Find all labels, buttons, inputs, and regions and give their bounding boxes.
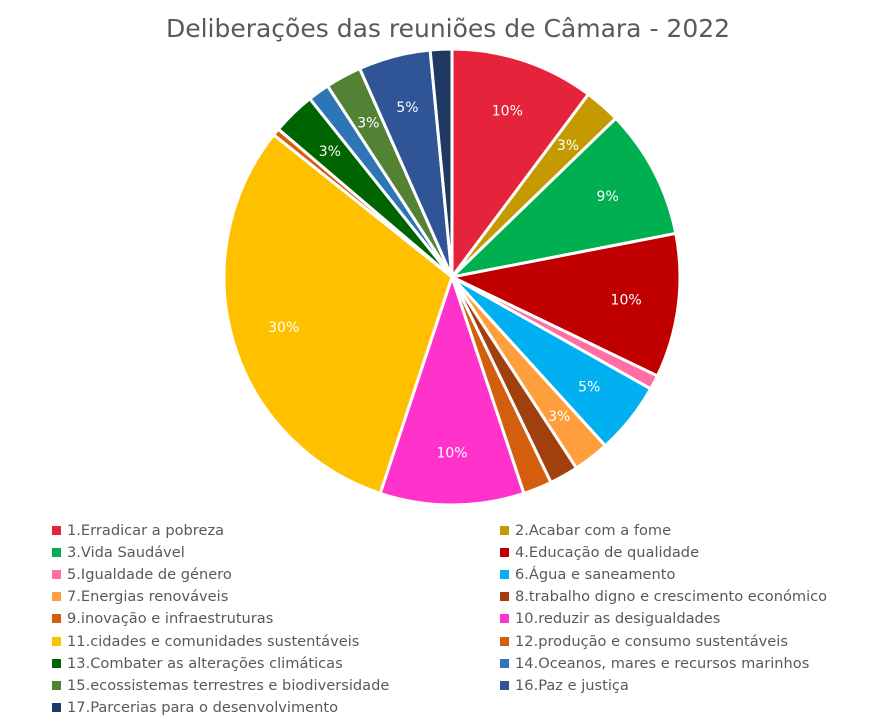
data-label-15: 3% [357, 116, 379, 132]
legend-item-4: 4.Educação de qualidade [500, 541, 872, 563]
legend-item-9: 9.inovação e infraestruturas [52, 608, 500, 630]
legend-label: 11.cidades e comunidades sustentáveis [67, 632, 360, 650]
legend-item-15: 15.ecossistemas terrestres e biodiversid… [52, 674, 500, 696]
data-label-16: 5% [396, 100, 418, 116]
legend-label: 2.Acabar com a fome [515, 521, 672, 539]
chart-title: Deliberações das reuniões de Câmara - 20… [165, 14, 731, 43]
pie-slice-11 [222, 132, 454, 496]
chart-legend: 1.Erradicar a pobreza 2.Acabar com a fome… [52, 519, 872, 719]
legend-swatch [52, 658, 61, 668]
legend-swatch [500, 636, 509, 646]
legend-label: 1.Erradicar a pobreza [67, 521, 225, 539]
legend-label: 6.Água e saneamento [515, 565, 676, 583]
legend-label: 8.trabalho digno e crescimento económico [515, 588, 828, 606]
data-label-6: 5% [578, 379, 600, 395]
legend-item-10: 10.reduzir as desigualdades [500, 608, 872, 630]
legend-swatch [500, 547, 509, 557]
pie-slice-10 [378, 272, 526, 507]
legend-item-17: 17.Parcerias para o desenvolvimento [52, 697, 500, 719]
data-label-3: 9% [597, 189, 619, 205]
legend-item-11: 11.cidades e comunidades sustentáveis [52, 630, 500, 652]
legend-swatch [52, 703, 61, 713]
legend-swatch [52, 592, 61, 602]
legend-label: 5.Igualdade de género [67, 565, 232, 583]
data-label-1: 10% [492, 103, 523, 119]
legend-label: 14.Oceanos, mares e recursos marinhos [515, 654, 810, 672]
data-label-11: 30% [268, 320, 299, 336]
legend-swatch [52, 547, 61, 557]
legend-item-13: 13.Combater as alterações climáticas [52, 652, 500, 674]
legend-swatch [500, 569, 509, 579]
legend-label: 9.inovação e infraestruturas [67, 610, 274, 628]
legend-swatch [52, 614, 61, 624]
legend-label: 12.produção e consumo sustentáveis [515, 632, 788, 650]
legend-label: 7.Energias renováveis [67, 588, 229, 606]
legend-label: 13.Combater as alterações climáticas [67, 654, 343, 672]
data-label-13: 3% [319, 144, 341, 160]
legend-item-6: 6.Água e saneamento [500, 563, 872, 585]
legend-item-16: 16.Paz e justiça [500, 674, 872, 696]
legend-label: 3.Vida Saudável [67, 543, 185, 561]
legend-item-3: 3.Vida Saudável [52, 541, 500, 563]
legend-item-8: 8.trabalho digno e crescimento económico [500, 586, 872, 608]
legend-item-5: 5.Igualdade de género [52, 563, 500, 585]
legend-swatch [52, 680, 61, 690]
legend-swatch [500, 525, 509, 535]
legend-item-14: 14.Oceanos, mares e recursos marinhos [500, 652, 872, 674]
legend-swatch [500, 680, 509, 690]
legend-label: 10.reduzir as desigualdades [515, 610, 721, 628]
legend-item-7: 7.Energias renováveis [52, 586, 500, 608]
data-label-4: 10% [611, 292, 642, 308]
pie-slice-3 [447, 116, 678, 280]
legend-label: 4.Educação de qualidade [515, 543, 700, 561]
data-label-10: 10% [436, 446, 467, 462]
pie-slice-1 [450, 47, 591, 282]
legend-label: 15.ecossistemas terrestres e biodiversid… [67, 676, 390, 694]
legend-item-1: 1.Erradicar a pobreza [52, 519, 500, 541]
legend-item-12: 12.produção e consumo sustentáveis [500, 630, 872, 652]
pie-slice-17 [428, 47, 454, 278]
legend-swatch [52, 525, 61, 535]
pie-slice-4 [447, 231, 682, 378]
legend-swatch [500, 658, 509, 668]
legend-label: 16.Paz e justiça [515, 676, 629, 694]
data-label-7: 3% [548, 409, 570, 425]
data-label-2: 3% [557, 138, 579, 154]
legend-label: 17.Parcerias para o desenvolvimento [67, 699, 339, 717]
legend-swatch [500, 614, 509, 624]
legend-item-2: 2.Acabar com a fome [500, 519, 872, 541]
legend-swatch [52, 569, 61, 579]
legend-swatch [500, 592, 509, 602]
legend-swatch [52, 636, 61, 646]
